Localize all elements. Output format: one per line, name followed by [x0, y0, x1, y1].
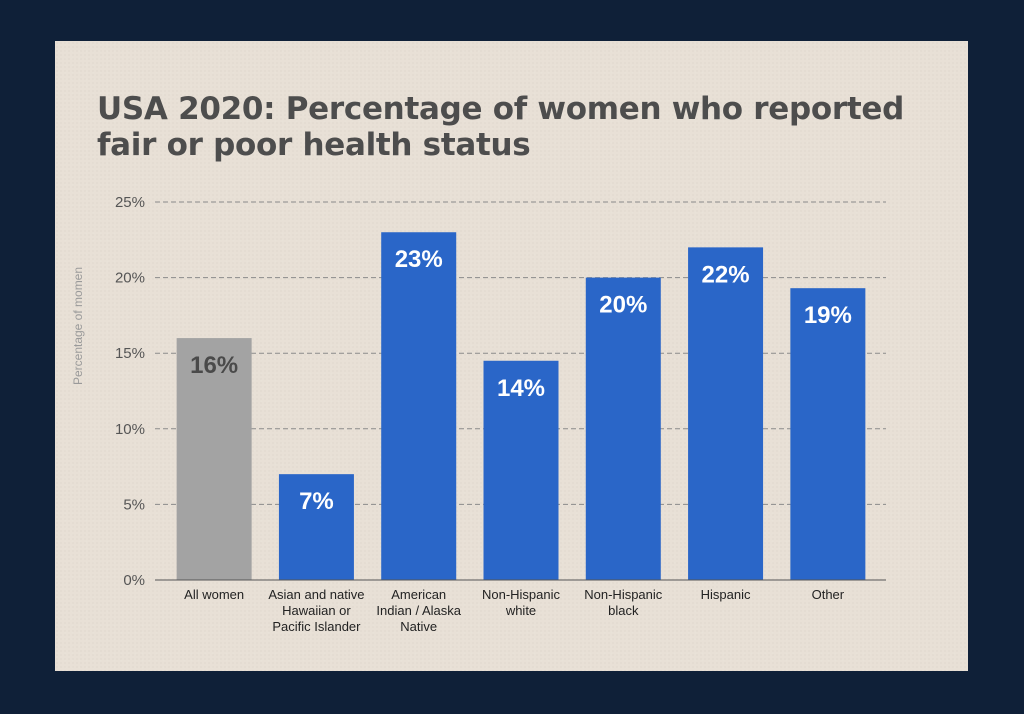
- x-axis-categories: All women Asian and native Hawaiian or Paci…: [184, 587, 845, 634]
- category-label: Other: [812, 587, 845, 602]
- category-label: Non-Hispanic black: [584, 587, 663, 618]
- y-tick-label: 20%: [115, 270, 145, 287]
- data-label: 23%: [395, 246, 443, 273]
- data-label: 22%: [702, 261, 750, 288]
- bar: [585, 277, 661, 580]
- y-tick-label: 10%: [115, 421, 145, 438]
- y-axis-ticks: 0% 5% 10% 15% 20% 25%: [115, 194, 145, 589]
- chart-title: USA 2020: Percentage of women who report…: [97, 91, 905, 163]
- bar: [278, 474, 354, 580]
- bar: [688, 247, 764, 581]
- category-label: American Indian / Alaska Native: [376, 587, 461, 634]
- y-tick-label: 0%: [123, 572, 145, 589]
- bar: [381, 232, 457, 581]
- y-tick-label: 15%: [115, 345, 145, 362]
- category-label: Hispanic: [701, 587, 751, 602]
- data-label: 20%: [599, 292, 647, 319]
- bar-chart: 0% 5% 10% 15% 20% 25% Percentage of momen 16%…: [71, 194, 886, 634]
- data-label: 14%: [497, 375, 545, 402]
- data-label: 16%: [190, 352, 238, 379]
- bar: [176, 338, 252, 580]
- y-tick-label: 25%: [115, 194, 145, 211]
- category-label: Non-Hispanic white: [482, 587, 561, 618]
- category-label: Asian and native Hawaiian or Pacific Islan…: [268, 587, 364, 634]
- data-label: 19%: [804, 302, 852, 329]
- bar: [790, 288, 866, 580]
- y-axis-label: Percentage of momen: [71, 267, 85, 385]
- category-label: All women: [184, 587, 244, 602]
- bars: [176, 232, 866, 581]
- data-labels: 16% 7% 23% 14% 20% 22% 19%: [190, 246, 852, 515]
- y-tick-label: 5%: [123, 496, 145, 513]
- data-label: 7%: [299, 488, 334, 515]
- gridlines: [155, 201, 886, 505]
- bar: [483, 360, 559, 580]
- chart-card: USA 2020: Percentage of women who report…: [55, 41, 968, 671]
